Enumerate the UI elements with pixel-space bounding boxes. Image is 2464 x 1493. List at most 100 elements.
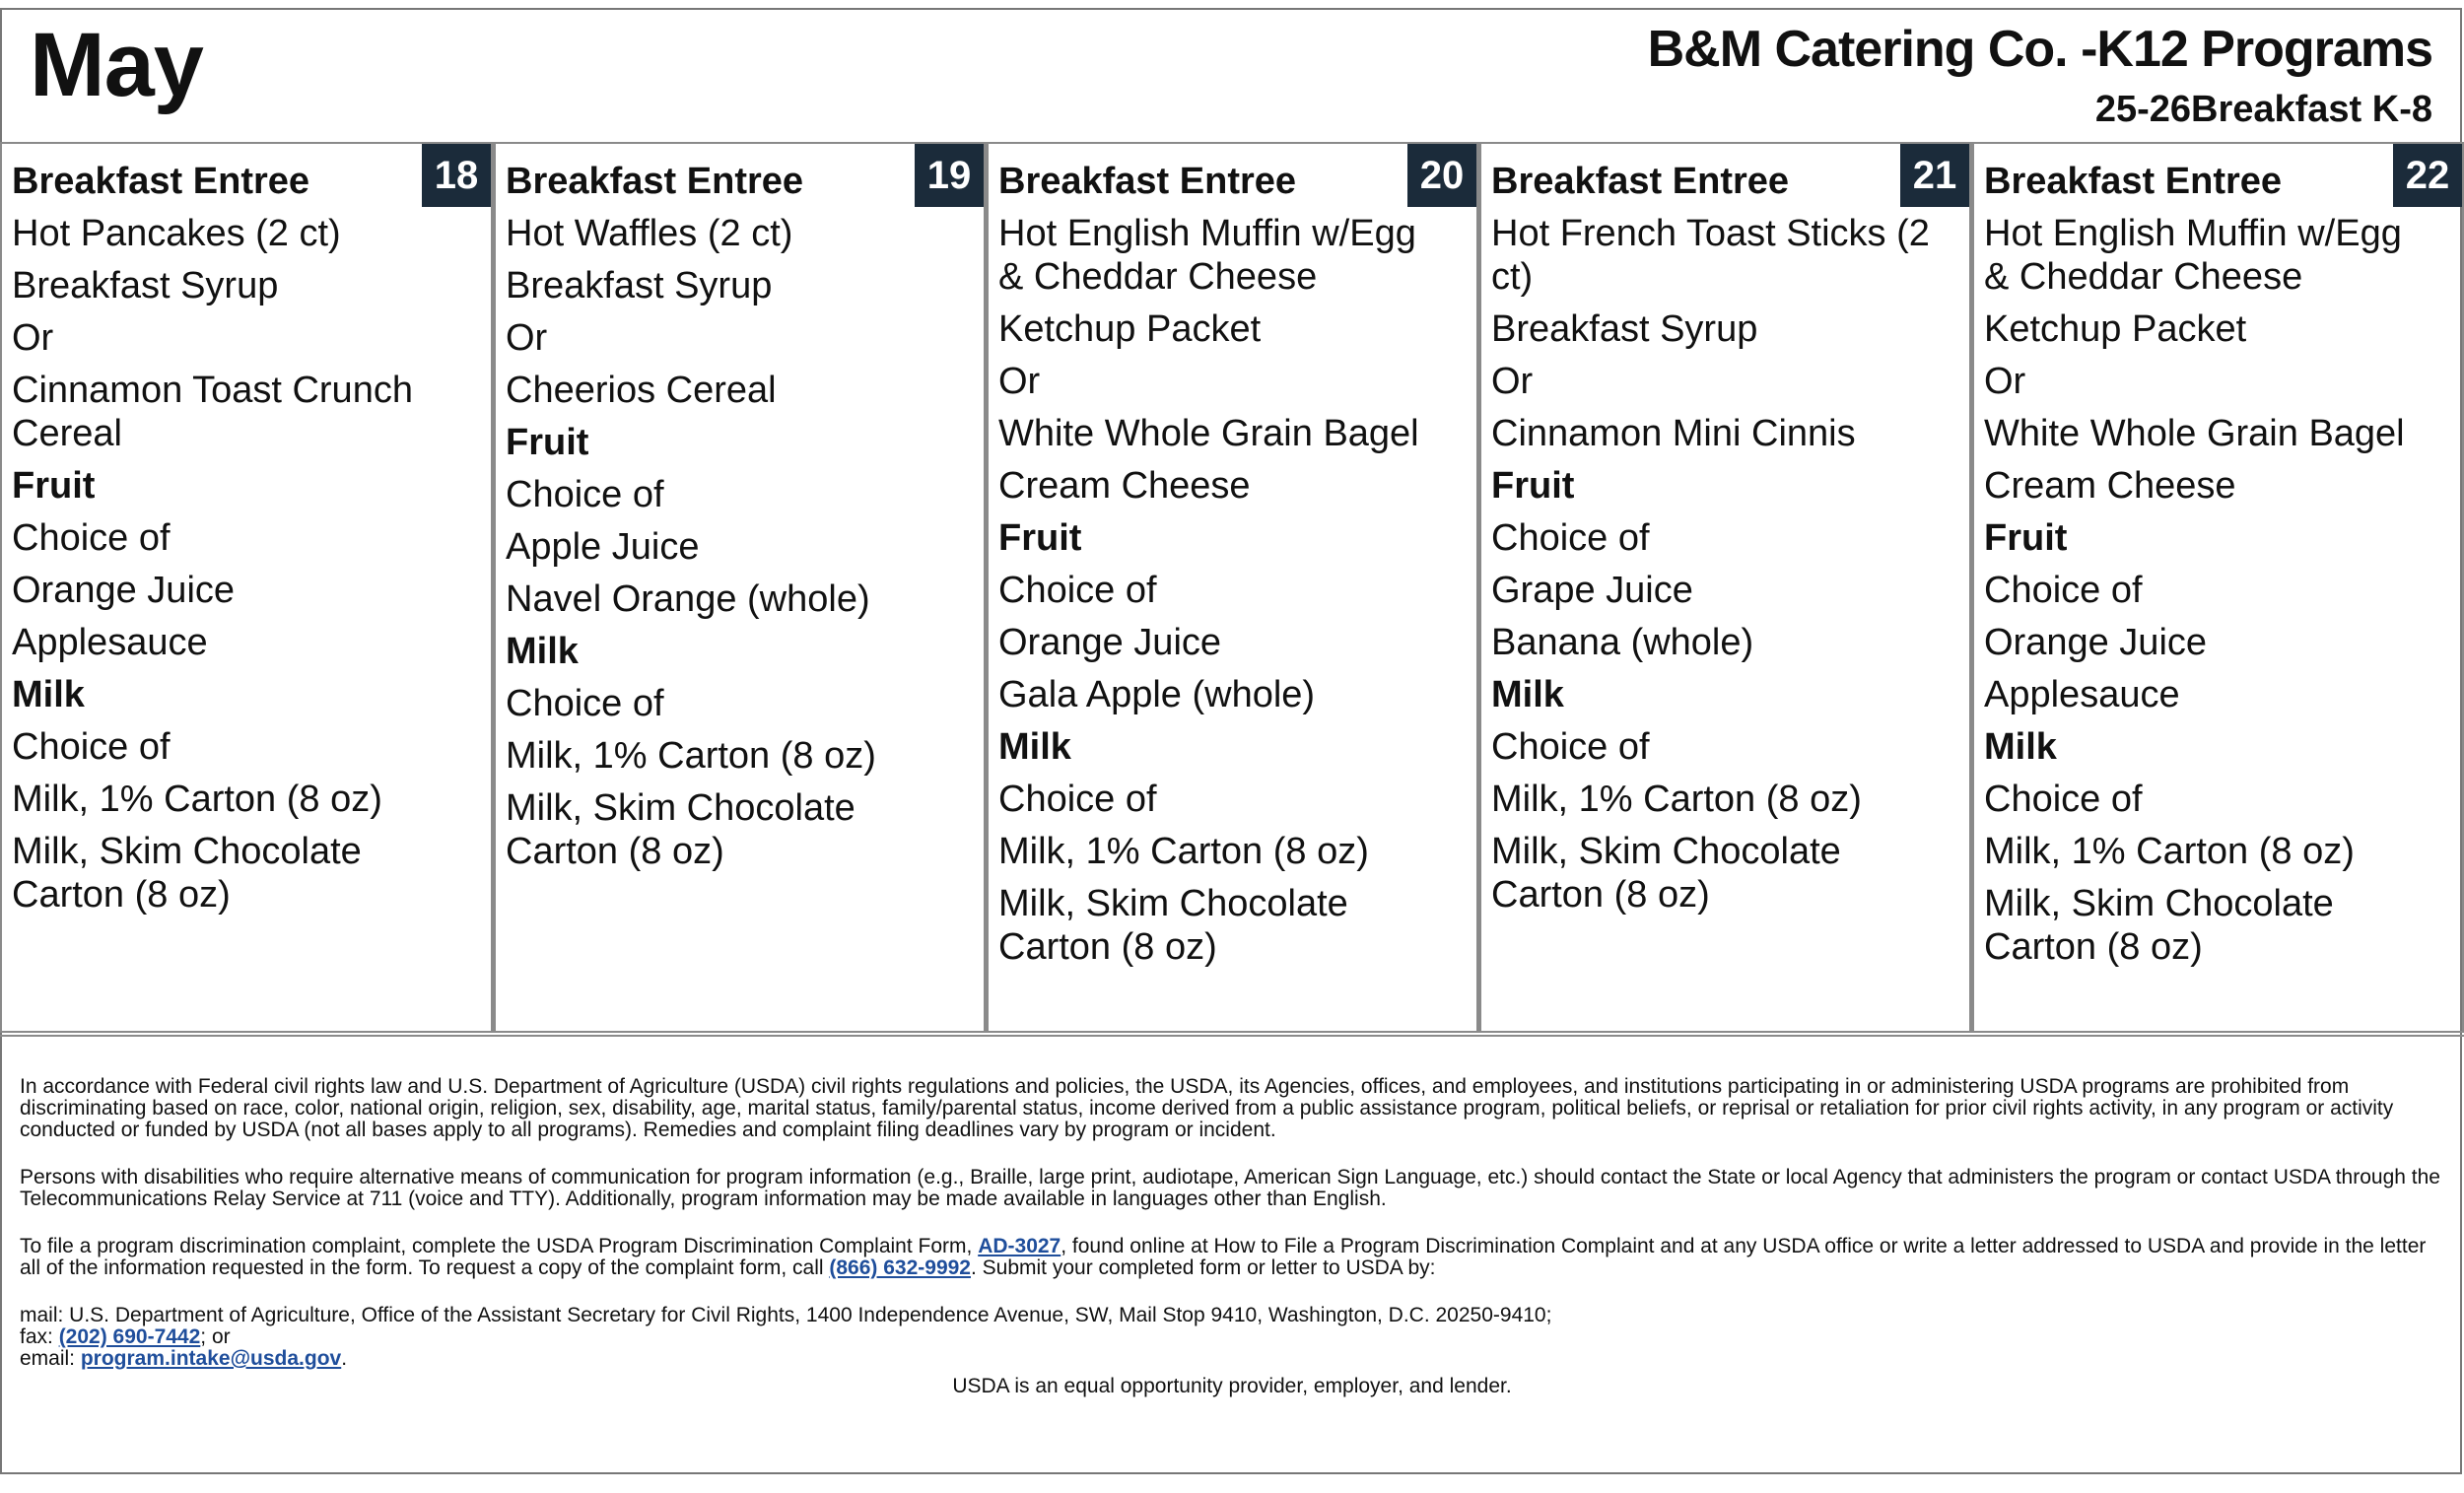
menu-item: Milk, Skim Chocolate Carton (8 oz) <box>506 786 976 873</box>
menu-item: Hot French Toast Sticks (2 ct) <box>1491 212 1961 299</box>
equal-opportunity-statement: USDA is an equal opportunity provider, e… <box>20 1376 2444 1397</box>
company-name: B&M Catering Co. -K12 Programs <box>1648 20 2432 79</box>
menu-item: Milk, 1% Carton (8 oz) <box>506 734 976 778</box>
fax-line: fax: (202) 690-7442; or <box>20 1326 2444 1348</box>
menu-item: Orange Juice <box>12 569 483 612</box>
email-link[interactable]: program.intake@usda.gov <box>81 1347 341 1370</box>
menu-item: White Whole Grain Bagel <box>998 412 1469 455</box>
menu-item: Choice of <box>1491 516 1961 560</box>
menu-item: Milk, Skim Chocolate Carton (8 oz) <box>1491 830 1961 916</box>
menu-item: Or <box>998 360 1469 403</box>
menu-category-heading: Breakfast Entree <box>12 160 483 203</box>
day-menu-items: Breakfast Entree Hot Pancakes (2 ct) Break… <box>12 160 483 916</box>
day-number-badge: 22 <box>2393 144 2462 207</box>
day-number-badge: 19 <box>915 144 984 207</box>
menu-item: Breakfast Syrup <box>12 264 483 307</box>
menu-category-heading: Fruit <box>998 516 1469 560</box>
day-number-badge: 18 <box>422 144 491 207</box>
menu-item: Ketchup Packet <box>998 307 1469 351</box>
menu-item: Choice of <box>1491 725 1961 769</box>
menu-category-heading: Breakfast Entree <box>1984 160 2454 203</box>
menu-item: Cinnamon Mini Cinnis <box>1491 412 1961 455</box>
day-column: 21 Breakfast Entree Hot French Toast Stic… <box>1478 142 1971 1033</box>
menu-item: Hot English Muffin w/Egg & Cheddar Chees… <box>998 212 1469 299</box>
menu-item: Orange Juice <box>1984 621 2454 664</box>
day-column: 18 Breakfast Entree Hot Pancakes (2 ct) Br… <box>0 142 493 1033</box>
menu-item: Applesauce <box>12 621 483 664</box>
complaint-paragraph: To file a program discrimination complai… <box>20 1236 2444 1279</box>
menu-subtitle: 25-26Breakfast K-8 <box>2095 89 2432 131</box>
complaint-phone-link[interactable]: (866) 632-9992 <box>829 1256 971 1279</box>
civil-rights-paragraph: In accordance with Federal civil rights … <box>20 1076 2444 1141</box>
menu-category-heading: Milk <box>12 673 483 716</box>
menu-category-heading: Milk <box>506 630 976 673</box>
menu-item: Choice of <box>506 682 976 725</box>
menu-category-heading: Breakfast Entree <box>998 160 1469 203</box>
menu-category-heading: Fruit <box>506 421 976 464</box>
menu-item: Apple Juice <box>506 525 976 569</box>
menu-category-heading: Milk <box>1491 673 1961 716</box>
menu-category-heading: Milk <box>998 725 1469 769</box>
menu-item: Or <box>12 316 483 360</box>
menu-item: Or <box>1491 360 1961 403</box>
day-column: 22 Breakfast Entree Hot English Muffin w/… <box>1971 142 2464 1033</box>
email-line: email: program.intake@usda.gov. <box>20 1348 2444 1370</box>
nondiscrimination-statement: In accordance with Federal civil rights … <box>0 1035 2464 1474</box>
menu-item: Cheerios Cereal <box>506 369 976 412</box>
menu-item: Choice of <box>1984 569 2454 612</box>
menu-item: Breakfast Syrup <box>1491 307 1961 351</box>
menu-item: Choice of <box>1984 778 2454 821</box>
menu-item: Choice of <box>998 778 1469 821</box>
menu-item: Milk, 1% Carton (8 oz) <box>998 830 1469 873</box>
menu-item: Navel Orange (whole) <box>506 577 976 621</box>
week-days: 18 Breakfast Entree Hot Pancakes (2 ct) Br… <box>0 142 2464 1033</box>
day-menu-items: Breakfast Entree Hot Waffles (2 ct) Breakf… <box>506 160 976 873</box>
menu-item: Milk, Skim Chocolate Carton (8 oz) <box>998 882 1469 969</box>
menu-item: White Whole Grain Bagel <box>1984 412 2454 455</box>
day-menu-items: Breakfast Entree Hot English Muffin w/Egg… <box>1984 160 2454 969</box>
complaint-text-start: To file a program discrimination complai… <box>20 1235 978 1257</box>
menu-item: Choice of <box>998 569 1469 612</box>
day-menu-items: Breakfast Entree Hot French Toast Sticks … <box>1491 160 1961 916</box>
menu-item: Choice of <box>12 516 483 560</box>
menu-category-heading: Milk <box>1984 725 2454 769</box>
menu-category-heading: Fruit <box>1491 464 1961 508</box>
complaint-text-end: . Submit your completed form or letter t… <box>971 1256 1436 1279</box>
disabilities-paragraph: Persons with disabilities who require al… <box>20 1167 2444 1210</box>
menu-item: Cream Cheese <box>998 464 1469 508</box>
menu-item: Milk, Skim Chocolate Carton (8 oz) <box>1984 882 2454 969</box>
menu-category-heading: Breakfast Entree <box>506 160 976 203</box>
menu-category-heading: Breakfast Entree <box>1491 160 1961 203</box>
menu-item: Orange Juice <box>998 621 1469 664</box>
menu-item: Grape Juice <box>1491 569 1961 612</box>
menu-item: Or <box>1984 360 2454 403</box>
day-column: 20 Breakfast Entree Hot English Muffin w/… <box>986 142 1478 1033</box>
menu-item: Cinnamon Toast Crunch Cereal <box>12 369 483 455</box>
day-menu-items: Breakfast Entree Hot English Muffin w/Egg… <box>998 160 1469 969</box>
menu-category-heading: Fruit <box>1984 516 2454 560</box>
menu-item: Gala Apple (whole) <box>998 673 1469 716</box>
menu-item: Choice of <box>506 473 976 516</box>
page-header: May B&M Catering Co. -K12 Programs 25-26… <box>0 10 2460 142</box>
menu-item: Banana (whole) <box>1491 621 1961 664</box>
email-after: . <box>341 1347 347 1370</box>
menu-item: Hot English Muffin w/Egg & Cheddar Chees… <box>1984 212 2454 299</box>
menu-item: Milk, 1% Carton (8 oz) <box>1491 778 1961 821</box>
contact-block: mail: U.S. Department of Agriculture, Of… <box>20 1305 2444 1370</box>
menu-item: Ketchup Packet <box>1984 307 2454 351</box>
menu-category-heading: Fruit <box>12 464 483 508</box>
day-number-badge: 20 <box>1407 144 1476 207</box>
complaint-form-link[interactable]: AD-3027 <box>978 1235 1061 1257</box>
menu-item: Cream Cheese <box>1984 464 2454 508</box>
day-column: 19 Breakfast Entree Hot Waffles (2 ct) Bre… <box>493 142 986 1033</box>
menu-item: Milk, 1% Carton (8 oz) <box>12 778 483 821</box>
menu-item: Hot Pancakes (2 ct) <box>12 212 483 255</box>
menu-item: Choice of <box>12 725 483 769</box>
fax-number-link[interactable]: (202) 690-7442 <box>59 1325 201 1348</box>
menu-item: Milk, Skim Chocolate Carton (8 oz) <box>12 830 483 916</box>
mail-address: mail: U.S. Department of Agriculture, Of… <box>20 1305 2444 1326</box>
menu-item: Or <box>506 316 976 360</box>
menu-item: Breakfast Syrup <box>506 264 976 307</box>
fax-label: fax: <box>20 1325 59 1348</box>
fax-after: ; or <box>200 1325 230 1348</box>
